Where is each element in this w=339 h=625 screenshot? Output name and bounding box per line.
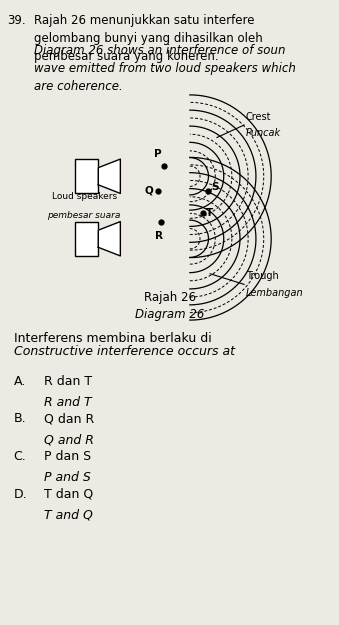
Bar [75, 221, 98, 256]
Bar [75, 159, 98, 194]
Polygon shape [98, 221, 120, 256]
Text: C.: C. [14, 450, 26, 463]
Text: R and T: R and T [44, 396, 92, 409]
Text: Interferens membina berlaku di: Interferens membina berlaku di [14, 332, 211, 346]
Text: Lembangan: Lembangan [246, 288, 303, 298]
Text: T dan Q: T dan Q [44, 488, 93, 501]
Text: Diagram 26: Diagram 26 [135, 308, 204, 321]
Text: Rajah 26: Rajah 26 [143, 291, 196, 304]
Text: P: P [154, 149, 161, 159]
Text: P and S: P and S [44, 471, 91, 484]
Text: T: T [206, 208, 213, 217]
Text: Q: Q [145, 186, 154, 196]
Text: D.: D. [14, 488, 27, 501]
Text: P dan S: P dan S [44, 450, 91, 463]
Text: Constructive interference occurs at: Constructive interference occurs at [14, 345, 235, 358]
Text: Trough: Trough [246, 271, 279, 281]
Text: Q dan R: Q dan R [44, 412, 94, 426]
Text: R: R [155, 231, 163, 241]
Text: B.: B. [14, 412, 26, 426]
Text: Q and R: Q and R [44, 433, 94, 446]
Text: T and Q: T and Q [44, 508, 93, 521]
Text: 39.: 39. [7, 14, 25, 27]
Text: pembesar suara: pembesar suara [47, 211, 121, 219]
Text: S: S [211, 182, 218, 192]
Polygon shape [98, 159, 120, 194]
Text: Loud speakers: Loud speakers [52, 192, 117, 201]
Text: R dan T: R dan T [44, 375, 92, 388]
Text: Diagram 26 shows an interference of soun
wave emitted from two loud speakers whi: Diagram 26 shows an interference of soun… [34, 44, 296, 92]
Text: Puncak: Puncak [246, 128, 281, 138]
Text: Crest: Crest [246, 112, 271, 122]
Text: A.: A. [14, 375, 26, 388]
Text: Rajah 26 menunjukkan satu interfere
gelombang bunyi yang dihasilkan oleh
pembesa: Rajah 26 menunjukkan satu interfere gelo… [34, 14, 263, 63]
